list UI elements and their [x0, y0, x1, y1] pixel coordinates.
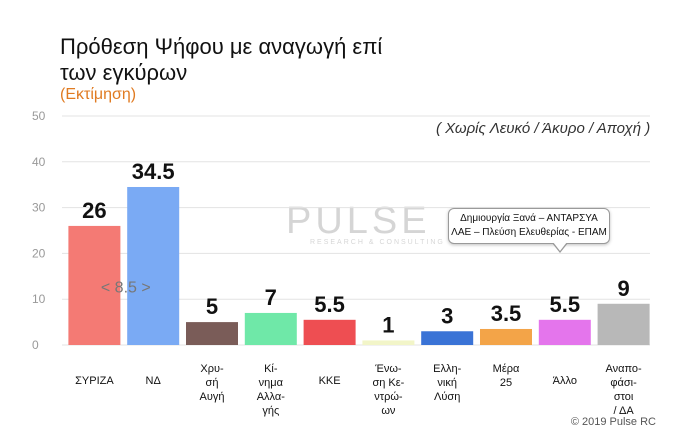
category-label-1: ΝΔ — [146, 375, 162, 387]
callout-pointer-fill — [553, 242, 567, 251]
bar-6 — [421, 331, 474, 345]
bar-value-label-2: 5 — [206, 294, 218, 319]
watermark-logo-text: PULSE — [286, 200, 431, 242]
y-tick-label-40: 40 — [32, 155, 46, 169]
bar-0 — [68, 225, 121, 345]
bar-4 — [303, 319, 356, 345]
y-tick-label-50: 50 — [32, 109, 46, 123]
chart-title: Πρόθεση Ψήφου με αναγωγή επί των εγκύρων — [60, 34, 383, 85]
bar-value-label-4: 5.5 — [314, 292, 345, 317]
copyright-footer: © 2019 Pulse RC — [570, 416, 656, 428]
bar-1 — [127, 186, 180, 345]
other-parties-callout: Δημιουργία Ξανά – ΑΝΤΑΡΣΥΑ ΛΑΕ – Πλεύση … — [448, 208, 610, 244]
watermark-subtext: RESEARCH & CONSULTING — [310, 239, 445, 246]
bar-value-label-3: 7 — [265, 285, 277, 310]
y-tick-label-10: 10 — [32, 292, 46, 306]
bar-2 — [186, 322, 238, 345]
bar-value-label-0: 26 — [82, 198, 106, 223]
category-label-6: Ελλη-νική Λύση — [433, 363, 461, 403]
y-tick-label-20: 20 — [32, 246, 46, 260]
bar-value-label-9: 9 — [617, 276, 629, 301]
bar-value-label-5: 1 — [382, 312, 394, 337]
bar-3 — [244, 312, 297, 345]
category-label-9: Αναπο-φάσι-στοι / ΔΑ — [605, 363, 642, 417]
category-label-2: Χρυ-σή Αυγή — [200, 363, 225, 403]
bar-7 — [480, 328, 532, 345]
category-label-0: ΣΥΡΙΖΑ — [75, 375, 114, 387]
bar-value-label-6: 3 — [441, 303, 453, 328]
chart-subtitle: (Εκτίμηση) — [60, 86, 137, 103]
category-label-7: Μέρα 25 — [493, 363, 520, 389]
callout-line-1: Δημιουργία Ξανά – ΑΝΤΑΡΣΥΑ — [460, 213, 598, 224]
pulse-watermark-logo: PULSE RESEARCH & CONSULTING — [286, 200, 445, 246]
category-label-5: Ένω-ση Κε-ντρώ-ων — [372, 363, 404, 417]
bar-5 — [362, 340, 415, 345]
category-label-8: Άλλο — [553, 375, 577, 387]
exclusion-note: ( Χωρίς Λευκό / Άκυρο / Αποχή ) — [436, 120, 651, 137]
bar-value-label-8: 5.5 — [550, 292, 581, 317]
bar-value-label-7: 3.5 — [491, 301, 522, 326]
y-tick-label-30: 30 — [32, 201, 46, 215]
y-tick-label-0: 0 — [32, 338, 39, 352]
bar-9 — [597, 303, 650, 345]
category-label-4: ΚΚΕ — [319, 375, 341, 387]
callout-line-2: ΛΑΕ – Πλεύση Ελευθερίας - ΕΠΑΜ — [451, 227, 607, 238]
bar-value-label-1: 34.5 — [132, 159, 175, 184]
category-label-3: Κί-νημα Αλλα-γής — [257, 363, 286, 417]
difference-label: < 8.5 > — [101, 279, 151, 296]
bar-8 — [538, 319, 591, 345]
